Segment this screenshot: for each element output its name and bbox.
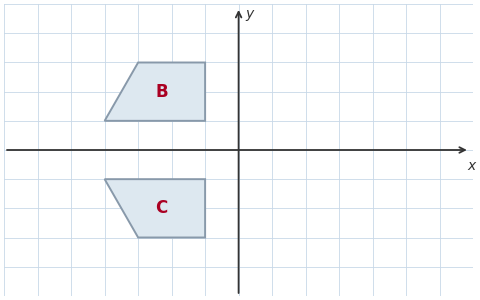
Text: B: B	[155, 83, 168, 101]
Text: x: x	[467, 159, 476, 173]
Polygon shape	[105, 179, 205, 238]
Text: C: C	[156, 199, 168, 217]
Text: y: y	[245, 7, 253, 21]
Polygon shape	[105, 62, 205, 121]
